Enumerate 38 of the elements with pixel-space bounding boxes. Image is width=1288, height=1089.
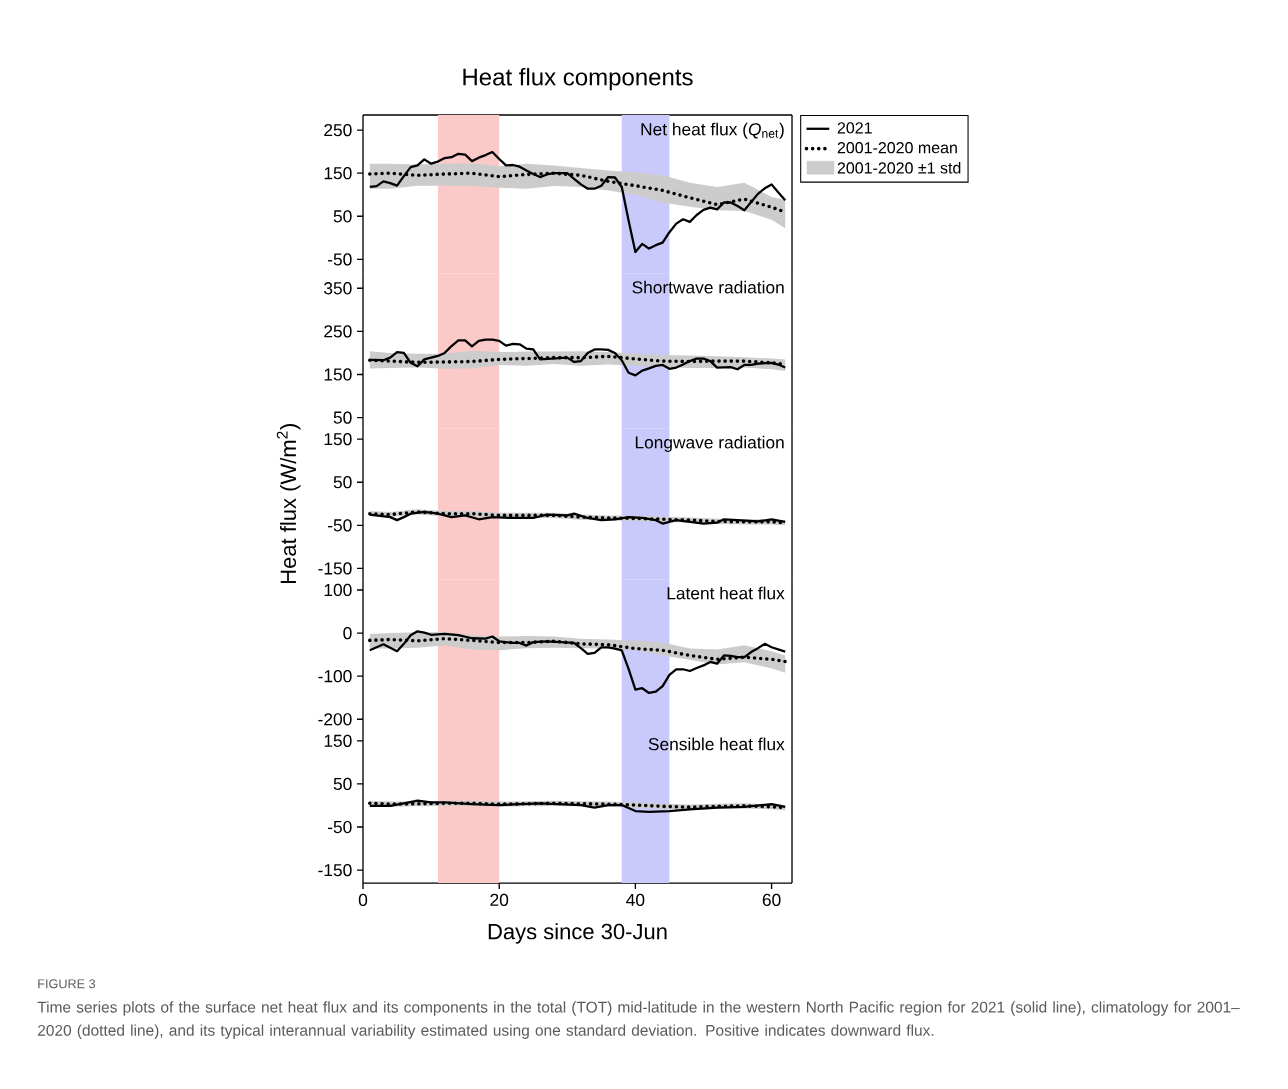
text: 2001-2020 ±1 std	[837, 161, 961, 174]
y-tick-label: 150	[324, 167, 352, 180]
y-tick-label: 100	[324, 583, 352, 597]
y-tick-label: -50	[328, 820, 352, 834]
annotation: Longwave radiation	[635, 435, 784, 452]
y-tick-label: -50	[328, 519, 352, 532]
annotation: Latent heat flux	[667, 586, 785, 600]
annotation: Sensible heat flux	[648, 737, 785, 751]
y-axis-title: Heat flux (W/m$^{2}$)	[276, 424, 301, 583]
y-tick-label: 50	[333, 210, 352, 223]
line-series	[368, 630, 787, 695]
y-tick-label: 250	[324, 123, 352, 137]
x-tick-label: 20	[490, 893, 509, 907]
caption: FIGURE 3	[38, 979, 96, 989]
y-tick-label: 150	[324, 432, 352, 446]
y-tick-label: -150	[318, 562, 352, 575]
y-tick-label: -50	[328, 253, 352, 266]
x-tick-label: 60	[762, 893, 781, 907]
y-tick-label: -150	[318, 863, 352, 877]
y-tick-label: -100	[318, 670, 352, 683]
y-tick-label: 50	[333, 777, 352, 791]
legend-label: 2021	[837, 122, 872, 134]
y-tick-label: 150	[324, 734, 352, 747]
y-tick-label: 50	[333, 411, 352, 424]
y-tick-label: 0	[343, 626, 352, 640]
y-tick-label: 50	[333, 476, 352, 489]
y-tick-label: 250	[324, 325, 352, 338]
annotation: Net heat flux (Q$_{net}$)	[641, 122, 784, 139]
y-tick-label: 350	[324, 282, 352, 295]
text: Time series plots of the surface net heat flux and its components in the total (TOT) mid-latitude in the western North Pacific region for 2021 (solid line), climatology for 2001–2020 (dotted line), and its typical interannual variability estimated using one standard deviation. Positive indicates downward flux.	[37, 1001, 1240, 1039]
x-tick-label: 40	[626, 893, 645, 907]
y-tick-label: 150	[324, 368, 352, 381]
y-tick-label: -200	[318, 713, 352, 726]
annotation: Shortwave radiation	[632, 280, 784, 294]
x-axis-title: Days since 30-Jun	[488, 923, 667, 944]
chart-title: Heat flux components	[463, 67, 693, 91]
x-tick-label: 0	[358, 893, 368, 907]
legend-label: 2001-2020 mean	[837, 142, 957, 154]
